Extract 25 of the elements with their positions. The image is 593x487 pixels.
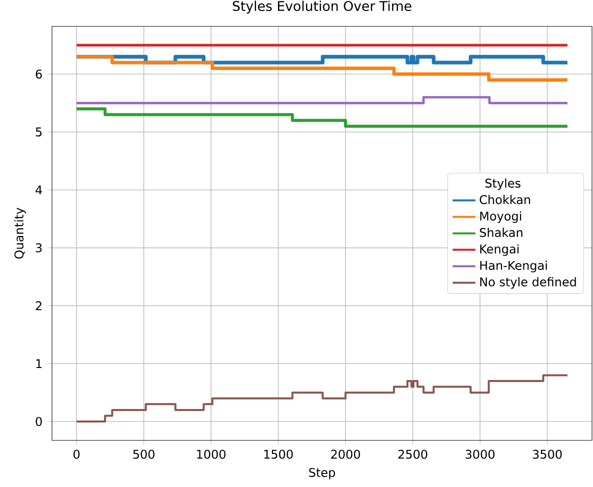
y-tick-label: 5 — [36, 128, 42, 136]
y-axis-title: Quantity — [14, 208, 26, 259]
y-tick-label: 4 — [36, 186, 42, 194]
x-tick-label: 1500 — [264, 450, 293, 459]
x-tick-label: 0 — [74, 450, 80, 459]
legend-label: No style defined — [480, 277, 576, 289]
legend-label: Shakan — [480, 228, 522, 238]
legend-title: Styles — [485, 178, 520, 190]
x-axis-title: Step — [309, 468, 336, 480]
chart-title: Styles Evolution Over Time — [232, 0, 412, 14]
legend-label: Han-Kengai — [480, 260, 547, 272]
y-tick-label: 1 — [36, 359, 42, 368]
x-tick-label: 3000 — [466, 450, 494, 459]
legend-label: Kengai — [480, 244, 519, 256]
y-tick-label: 6 — [36, 70, 42, 79]
x-tick-label: 3500 — [532, 450, 562, 459]
x-tick-label: 1000 — [197, 450, 226, 459]
x-tick-label: 500 — [133, 450, 154, 459]
y-tick-label: 3 — [36, 243, 42, 252]
x-tick-label: 2500 — [398, 450, 428, 459]
x-tick-label: 2000 — [331, 450, 360, 459]
legend-label: Moyogi — [480, 211, 522, 223]
y-tick-label: 0 — [36, 416, 42, 426]
legend-label: Chokkan — [480, 194, 530, 204]
y-tick-label: 2 — [36, 301, 42, 310]
